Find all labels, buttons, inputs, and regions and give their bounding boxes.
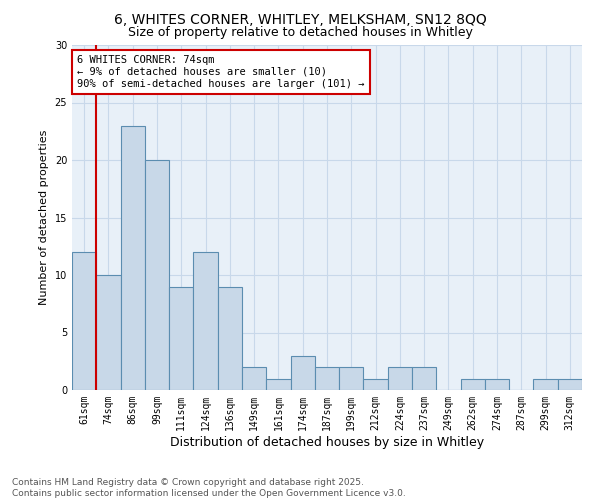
Bar [485,378,509,390]
Bar [218,286,242,390]
Bar [461,378,485,390]
Bar [121,126,145,390]
Bar [290,356,315,390]
Bar [339,367,364,390]
Bar [193,252,218,390]
Text: 6, WHITES CORNER, WHITLEY, MELKSHAM, SN12 8QQ: 6, WHITES CORNER, WHITLEY, MELKSHAM, SN1… [113,12,487,26]
Bar [558,378,582,390]
Text: 6 WHITES CORNER: 74sqm
← 9% of detached houses are smaller (10)
90% of semi-deta: 6 WHITES CORNER: 74sqm ← 9% of detached … [77,56,365,88]
Bar [315,367,339,390]
Text: Size of property relative to detached houses in Whitley: Size of property relative to detached ho… [128,26,472,39]
Bar [364,378,388,390]
Bar [242,367,266,390]
Bar [169,286,193,390]
Bar [72,252,96,390]
Y-axis label: Number of detached properties: Number of detached properties [39,130,49,305]
Bar [533,378,558,390]
Bar [388,367,412,390]
Bar [96,275,121,390]
Text: Contains HM Land Registry data © Crown copyright and database right 2025.
Contai: Contains HM Land Registry data © Crown c… [12,478,406,498]
Bar [145,160,169,390]
X-axis label: Distribution of detached houses by size in Whitley: Distribution of detached houses by size … [170,436,484,448]
Bar [412,367,436,390]
Bar [266,378,290,390]
